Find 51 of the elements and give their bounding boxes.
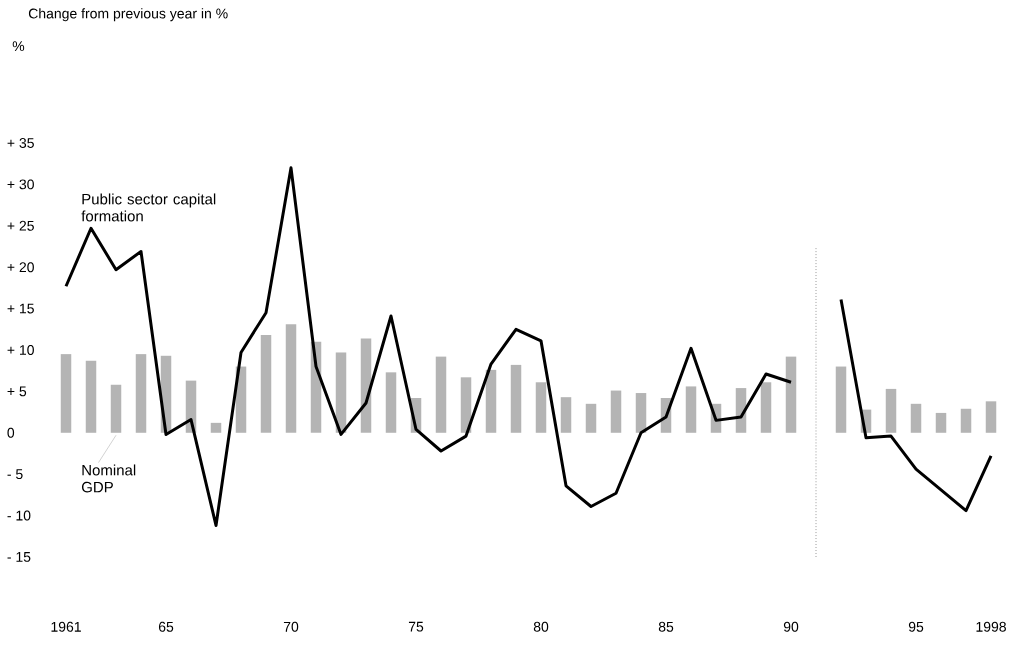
bar bbox=[335, 352, 347, 433]
x-tick-label: 95 bbox=[908, 621, 924, 632]
bar bbox=[935, 412, 947, 433]
bar bbox=[485, 369, 497, 433]
x-tick-label: 80 bbox=[533, 621, 549, 632]
bar bbox=[385, 372, 397, 433]
y-tick-label: + 15 bbox=[7, 303, 34, 314]
y-tick-label: - 15 bbox=[7, 552, 31, 562]
bar bbox=[110, 384, 122, 433]
y-tick-label: + 20 bbox=[7, 262, 34, 273]
y-tick-label: + 10 bbox=[7, 345, 34, 355]
x-tick-label: 1998 bbox=[976, 621, 1006, 632]
bar bbox=[285, 324, 297, 433]
bar bbox=[435, 356, 447, 433]
bar bbox=[560, 397, 572, 433]
y-tick-label: - 10 bbox=[7, 510, 31, 521]
bar bbox=[60, 354, 72, 433]
x-tick-label: 1961 bbox=[51, 621, 81, 632]
bar bbox=[985, 401, 997, 433]
bar bbox=[835, 366, 847, 433]
bar bbox=[910, 403, 922, 433]
x-tick-label: 85 bbox=[658, 621, 674, 632]
x-tick-label: 65 bbox=[158, 621, 174, 632]
bar bbox=[760, 382, 772, 433]
bar bbox=[135, 354, 147, 433]
text: % bbox=[12, 41, 25, 51]
bar bbox=[210, 422, 222, 433]
bar bbox=[685, 386, 697, 433]
bar bbox=[635, 393, 647, 433]
bar bbox=[460, 377, 472, 433]
bar bbox=[960, 408, 972, 433]
x-tick-label: 70 bbox=[283, 621, 299, 632]
y-tick-label: + 25 bbox=[7, 220, 34, 231]
chart-title: Change from previous year in % bbox=[28, 8, 228, 22]
series-label: Public sector capital formation bbox=[81, 193, 216, 222]
bar bbox=[785, 356, 797, 433]
y-tick-label: 0 bbox=[7, 427, 15, 438]
bar bbox=[585, 403, 597, 433]
x-tick-label: 90 bbox=[783, 621, 799, 632]
y-tick-label: + 30 bbox=[7, 179, 34, 190]
bar bbox=[535, 382, 547, 433]
bar bbox=[885, 388, 897, 433]
y-tick-label: - 5 bbox=[7, 469, 23, 480]
y-tick-label: + 5 bbox=[7, 386, 27, 397]
bar bbox=[260, 335, 272, 433]
legend-label: Nominal GDP bbox=[81, 464, 136, 493]
x-tick-label: 75 bbox=[408, 621, 424, 632]
bar bbox=[510, 364, 522, 433]
y-tick-label: + 35 bbox=[7, 138, 34, 148]
bar bbox=[610, 390, 622, 433]
bar bbox=[85, 360, 97, 433]
